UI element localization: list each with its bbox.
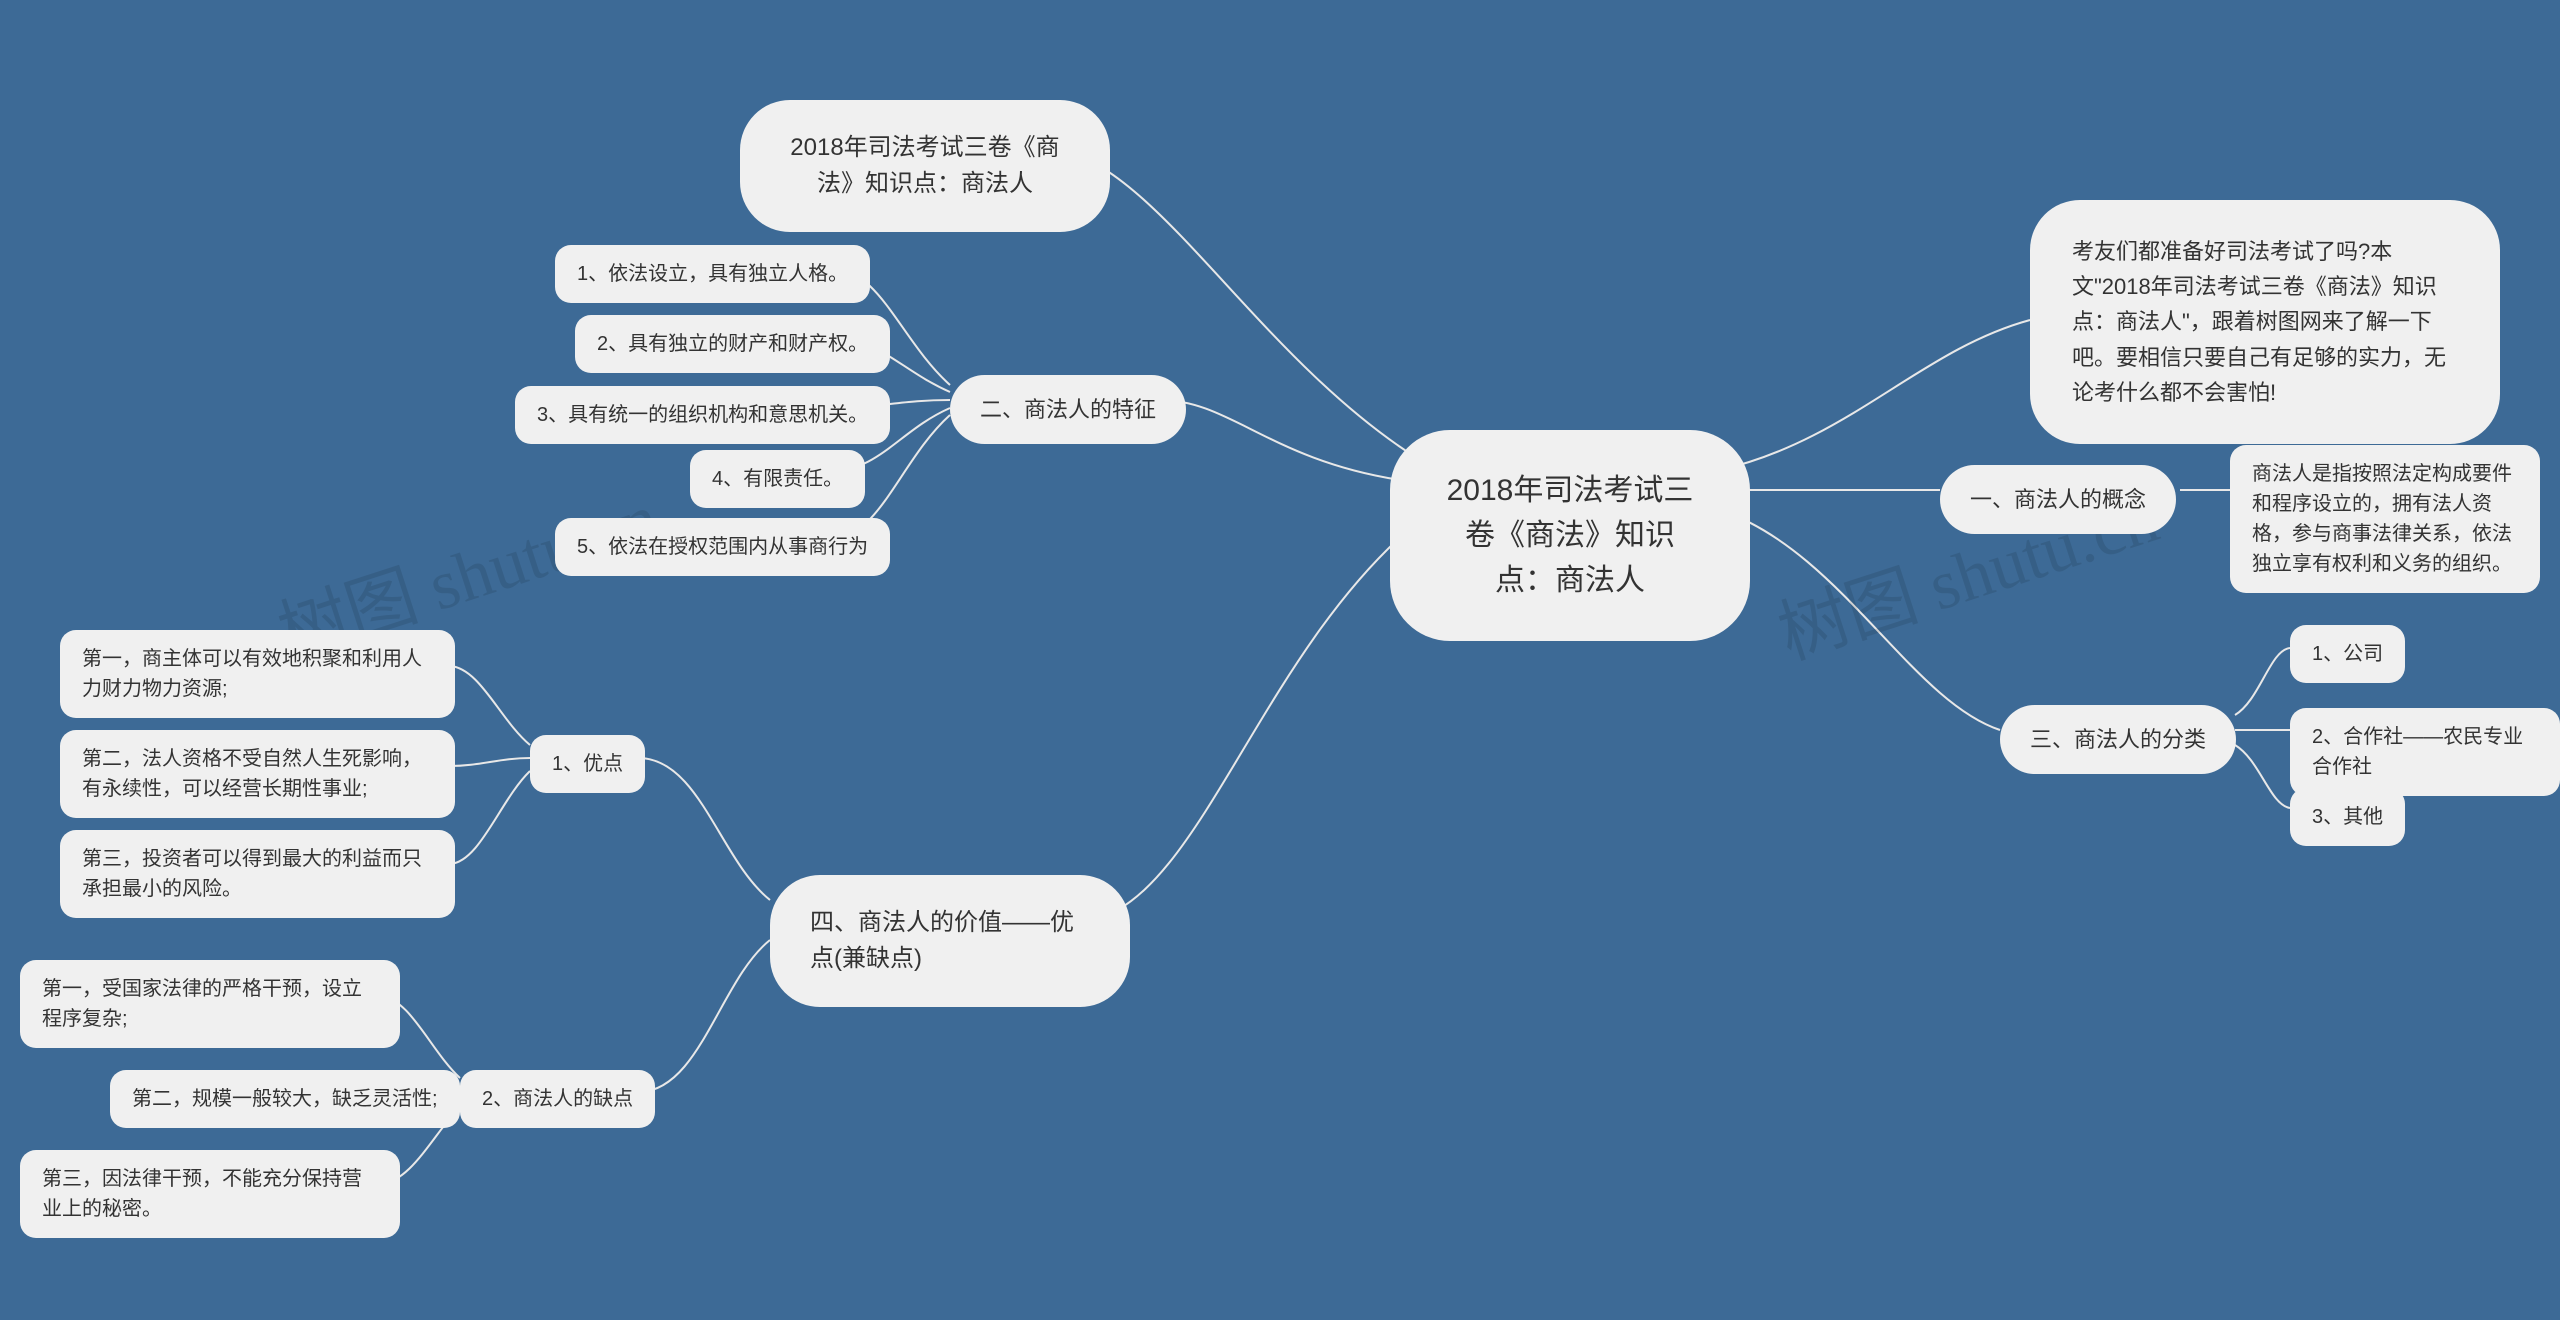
intro-node: 考友们都准备好司法考试了吗?本文"2018年司法考试三卷《商法》知识点：商法人"… — [2030, 200, 2500, 444]
pros-item-0: 第一，商主体可以有效地积聚和利用人力财力物力资源; — [60, 630, 455, 718]
center-node: 2018年司法考试三卷《商法》知识点：商法人 — [1390, 430, 1750, 641]
center-label: 2018年司法考试三卷《商法》知识点：商法人 — [1438, 468, 1702, 603]
concept-label: 一、商法人的概念 — [1970, 483, 2146, 516]
concept-detail: 商法人是指按照法定构成要件和程序设立的，拥有法人资格，参与商事法律关系，依法独立… — [2230, 445, 2540, 593]
types-label: 三、商法人的分类 — [2030, 723, 2206, 756]
types-item-0-text: 1、公司 — [2312, 639, 2383, 669]
cons-item-1: 第二，规模一般较大，缺乏灵活性; — [110, 1070, 460, 1128]
features-item-2: 3、具有统一的组织机构和意思机关。 — [515, 386, 890, 444]
cons-item-1-text: 第二，规模一般较大，缺乏灵活性; — [132, 1084, 438, 1114]
cons-item-0-text: 第一，受国家法律的严格干预，设立程序复杂; — [42, 974, 378, 1034]
concept-detail-text: 商法人是指按照法定构成要件和程序设立的，拥有法人资格，参与商事法律关系，依法独立… — [2252, 459, 2518, 579]
cons-item-0: 第一，受国家法律的严格干预，设立程序复杂; — [20, 960, 400, 1048]
pros-label: 1、优点 — [552, 749, 623, 779]
cons-item-2: 第三，因法律干预，不能充分保持营业上的秘密。 — [20, 1150, 400, 1238]
features-item-4: 5、依法在授权范围内从事商行为 — [555, 518, 890, 576]
types-node: 三、商法人的分类 — [2000, 705, 2236, 774]
pros-item-1-text: 第二，法人资格不受自然人生死影响，有永续性，可以经营长期性事业; — [82, 744, 433, 804]
features-node: 二、商法人的特征 — [950, 375, 1186, 444]
features-item-0: 1、依法设立，具有独立人格。 — [555, 245, 870, 303]
value-node: 四、商法人的价值——优点(兼缺点) — [770, 875, 1130, 1007]
topic-label: 2018年司法考试三卷《商法》知识点：商法人 — [780, 130, 1070, 202]
cons-item-2-text: 第三，因法律干预，不能充分保持营业上的秘密。 — [42, 1164, 378, 1224]
types-item-2-text: 3、其他 — [2312, 802, 2383, 832]
topic-node: 2018年司法考试三卷《商法》知识点：商法人 — [740, 100, 1110, 232]
features-item-1: 2、具有独立的财产和财产权。 — [575, 315, 890, 373]
pros-item-2: 第三，投资者可以得到最大的利益而只承担最小的风险。 — [60, 830, 455, 918]
features-item-4-text: 5、依法在授权范围内从事商行为 — [577, 532, 868, 562]
pros-item-2-text: 第三，投资者可以得到最大的利益而只承担最小的风险。 — [82, 844, 433, 904]
concept-node: 一、商法人的概念 — [1940, 465, 2176, 534]
features-item-0-text: 1、依法设立，具有独立人格。 — [577, 259, 848, 289]
types-item-2: 3、其他 — [2290, 788, 2405, 846]
pros-item-0-text: 第一，商主体可以有效地积聚和利用人力财力物力资源; — [82, 644, 433, 704]
cons-node: 2、商法人的缺点 — [460, 1070, 655, 1128]
features-label: 二、商法人的特征 — [980, 393, 1156, 426]
intro-text: 考友们都准备好司法考试了吗?本文"2018年司法考试三卷《商法》知识点：商法人"… — [2072, 234, 2458, 410]
cons-label: 2、商法人的缺点 — [482, 1084, 633, 1114]
types-item-0: 1、公司 — [2290, 625, 2405, 683]
types-item-1: 2、合作社——农民专业合作社 — [2290, 708, 2560, 796]
features-item-3: 4、有限责任。 — [690, 450, 865, 508]
pros-node: 1、优点 — [530, 735, 645, 793]
pros-item-1: 第二，法人资格不受自然人生死影响，有永续性，可以经营长期性事业; — [60, 730, 455, 818]
types-item-1-text: 2、合作社——农民专业合作社 — [2312, 722, 2538, 782]
features-item-3-text: 4、有限责任。 — [712, 464, 843, 494]
value-label: 四、商法人的价值——优点(兼缺点) — [810, 905, 1090, 977]
features-item-1-text: 2、具有独立的财产和财产权。 — [597, 329, 868, 359]
features-item-2-text: 3、具有统一的组织机构和意思机关。 — [537, 400, 868, 430]
